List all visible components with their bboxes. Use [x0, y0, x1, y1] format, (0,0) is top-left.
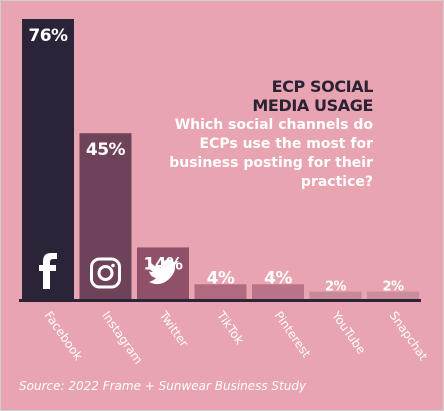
chart-title-line: ECP SOCIAL	[271, 77, 374, 96]
chart-subtitle: Which social channels do ECPs use the mo…	[169, 117, 373, 190]
bar-youtube	[309, 291, 362, 299]
category-label: Pinterest	[272, 309, 314, 361]
bar-instagram	[79, 133, 132, 299]
data-label: 2%	[325, 280, 347, 295]
chart-title-line: MEDIA USAGE	[252, 96, 373, 115]
category-label: YouTube	[328, 308, 368, 357]
data-label: 2%	[382, 280, 404, 295]
twitter-icon-glyph	[148, 259, 179, 285]
source-note: Source: 2022 Frame + Sunwear Business St…	[19, 379, 307, 393]
instagram-icon-lens	[97, 265, 114, 281]
bar-snapchat	[367, 291, 419, 299]
twitter-icon	[148, 259, 179, 285]
data-label: 45%	[86, 140, 126, 160]
category-label: Snapchat	[387, 309, 431, 364]
category-label: Facebook	[42, 309, 86, 363]
category-label: Instagram	[99, 309, 145, 367]
category-label: TikTok	[213, 308, 246, 347]
data-label: 76%	[28, 26, 68, 46]
facebook-icon-glyph	[39, 253, 57, 289]
chart-title: ECP SOCIAL MEDIA USAGE	[252, 77, 373, 115]
bar-pinterest	[252, 284, 304, 299]
instagram-icon-frame	[90, 257, 121, 289]
instagram-icon-dot	[111, 263, 115, 268]
instagram-icon	[90, 257, 121, 289]
data-label: 4%	[207, 268, 235, 288]
category-label: Twitter	[156, 308, 191, 350]
data-label: 4%	[264, 268, 292, 288]
facebook-icon	[39, 253, 57, 289]
bar-facebook	[22, 19, 74, 299]
bar-tiktok	[194, 284, 247, 299]
